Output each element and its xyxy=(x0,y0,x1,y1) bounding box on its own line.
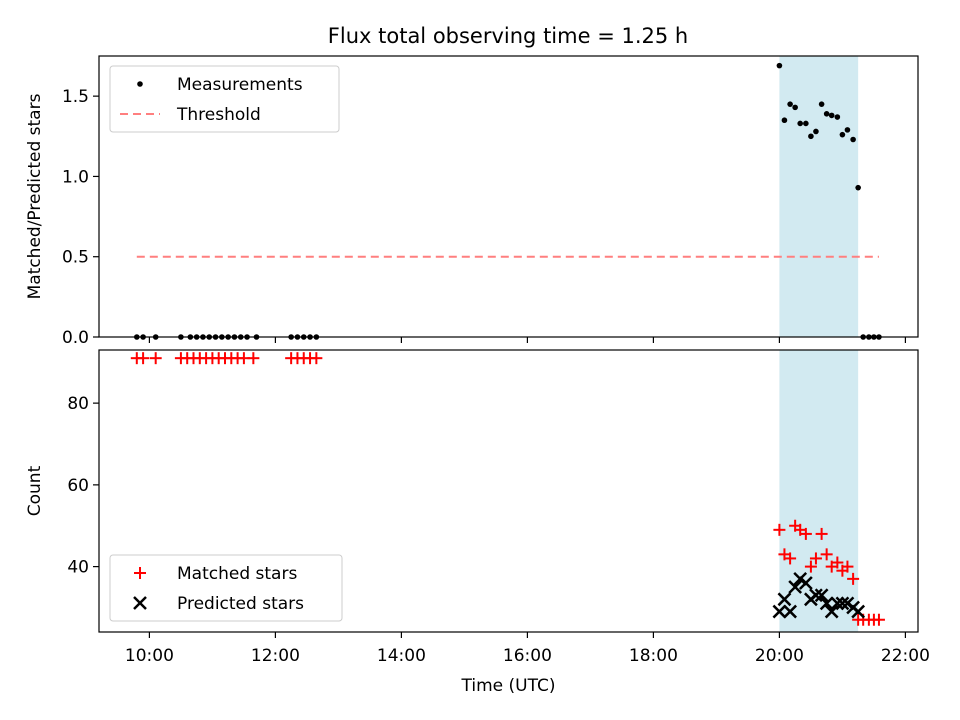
x-tick-label: 10:00 xyxy=(125,646,174,666)
measurement-point xyxy=(776,62,783,69)
legend-predicted-swatch-b xyxy=(133,596,147,610)
legend-label: Predicted stars xyxy=(177,594,304,614)
matched-star-point xyxy=(799,527,812,540)
matched-star-point xyxy=(804,560,817,573)
y-tick-label: 1.5 xyxy=(62,87,89,107)
measurement-point xyxy=(818,101,825,107)
predicted-star-point xyxy=(798,576,813,590)
x-tick-label: 22:00 xyxy=(881,646,930,666)
measurement-point xyxy=(839,131,846,138)
matched-star-point xyxy=(872,613,885,626)
predicted-star-point xyxy=(830,596,845,611)
x-b xyxy=(851,604,866,619)
y-axis-label: Matched/Predicted stars xyxy=(25,93,45,299)
legend-label: Matched stars xyxy=(177,564,297,584)
measurement-point xyxy=(787,101,793,107)
matched-star-point xyxy=(815,527,828,540)
measurement-point xyxy=(813,128,819,135)
matched-star-point xyxy=(831,556,844,569)
x-b xyxy=(824,604,839,619)
measurement-point xyxy=(828,112,835,119)
measurement-point xyxy=(823,111,830,117)
x-tick-label: 16:00 xyxy=(503,646,552,666)
y-tick-label: 0.0 xyxy=(62,328,89,348)
predicted-star-point xyxy=(819,596,834,611)
predicted-star-point xyxy=(772,604,787,619)
axes-frame xyxy=(98,55,919,338)
measurement-point xyxy=(844,127,851,133)
x-axis-label: Time (UTC) xyxy=(461,676,556,696)
measurement-point xyxy=(808,133,814,140)
matched-star-point xyxy=(847,572,860,585)
x-b xyxy=(835,596,850,611)
x-b xyxy=(814,588,829,603)
x-b xyxy=(830,596,845,611)
predicted-star-point xyxy=(835,596,850,611)
legend-box xyxy=(109,554,343,622)
matched-star-point xyxy=(310,352,323,365)
x-b xyxy=(777,592,792,607)
legend-label: Threshold xyxy=(176,105,261,125)
axes-frame xyxy=(98,349,919,633)
matched-star-point xyxy=(784,552,797,565)
measurement-point xyxy=(855,184,861,191)
x-tick-label: 14:00 xyxy=(377,646,426,666)
measurement-point xyxy=(834,114,841,120)
legend: Matched stars Predicted stars xyxy=(109,554,343,622)
ratio-panel: 0.0 0.5 1.0 1.5 Matched/Predicted stars Measu… xyxy=(25,55,919,348)
x-b xyxy=(783,604,797,619)
x-b xyxy=(788,580,803,594)
measurement-point xyxy=(850,136,856,143)
legend-box xyxy=(109,65,340,133)
matched-star-point xyxy=(841,560,854,573)
y-tick-label: 80 xyxy=(67,394,89,414)
matched-star-point xyxy=(149,352,162,365)
y-tick-label: 60 xyxy=(67,476,89,496)
y-tick-label: 0.5 xyxy=(62,248,89,268)
x-b xyxy=(809,588,823,603)
legend-measurement-swatch xyxy=(137,81,143,87)
predicted-star-point xyxy=(788,580,803,594)
matched-star-point xyxy=(809,552,822,565)
measurement-point xyxy=(803,120,809,127)
x-b xyxy=(819,596,834,611)
predicted-star-point xyxy=(783,604,797,619)
matched-star-point xyxy=(247,352,260,365)
measurement-point xyxy=(797,120,803,127)
chart-title: Flux total observing time = 1.25 h xyxy=(328,24,688,48)
x-b xyxy=(798,576,813,590)
y-tick-label: 1.0 xyxy=(62,167,89,187)
matched-star-point xyxy=(773,523,786,536)
matched-star-point xyxy=(137,352,150,365)
measurement-point xyxy=(792,104,798,111)
shaded-region xyxy=(779,56,859,337)
y-axis-label: Count xyxy=(25,465,45,516)
legend: Measurements Threshold xyxy=(109,65,340,133)
predicted-star-point xyxy=(777,592,792,607)
predicted-star-point xyxy=(809,588,823,603)
count-panel: 40 60 80 10:00 12:00 14:00 16:00 18:00 20:00 22:0… xyxy=(25,349,930,696)
x-tick-label: 18:00 xyxy=(629,646,678,666)
legend-label: Measurements xyxy=(177,75,303,95)
matched-star-point xyxy=(820,548,833,561)
predicted-star-point xyxy=(851,604,866,619)
predicted-star-point xyxy=(824,604,839,619)
measurement-point xyxy=(781,117,788,124)
predicted-star-point xyxy=(814,588,829,603)
x-tick-label: 20:00 xyxy=(755,646,804,666)
x-b xyxy=(772,604,787,619)
y-tick-label: 40 xyxy=(67,558,89,578)
x-tick-label: 12:00 xyxy=(251,646,300,666)
